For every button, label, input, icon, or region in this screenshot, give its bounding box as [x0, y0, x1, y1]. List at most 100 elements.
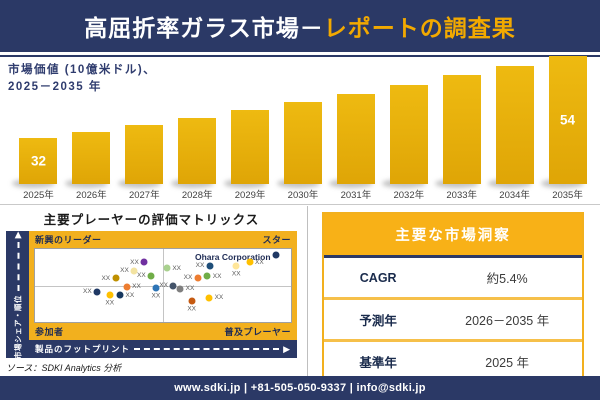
- matrix-point-dot: [116, 291, 124, 299]
- matrix-point: XX: [137, 272, 155, 280]
- matrix-y-axis-label: 市場シェア・順位 ▶: [12, 231, 23, 359]
- highlighted-company-label: Ohara Corporation: [194, 251, 271, 262]
- matrix-point-label: XX: [101, 274, 111, 282]
- bar-2033年: [442, 75, 481, 184]
- bar-2034年: [495, 65, 534, 184]
- matrix-point-dot: [106, 291, 114, 299]
- page-title-accent: レポートの調査果: [323, 15, 516, 41]
- insights-table: 主要な市場洞察 CAGR 約5.4% 予測年 2026－2035 年 基準年 2…: [322, 212, 584, 383]
- table-row: 予測年 2026－2035 年: [324, 297, 582, 339]
- header-bar: 高屈折率ガラス市場－ レポートの調査果: [0, 0, 600, 52]
- bar-value-label: 54: [560, 112, 576, 128]
- insights-table-header: 主要な市場洞察: [324, 214, 582, 258]
- matrix-point-label: XX: [105, 299, 115, 307]
- matrix-point-label: XX: [172, 264, 181, 272]
- bar-value-label: 32: [30, 153, 46, 169]
- table-row: CAGR 約5.4%: [324, 258, 582, 297]
- matrix-point-dot: [93, 288, 101, 296]
- matrix-point-dot: [188, 297, 196, 305]
- bar-2026年: [72, 131, 111, 184]
- matrix-point-label: XX: [187, 305, 197, 313]
- matrix-x-axis: 製品のフットプリント ▶: [29, 340, 297, 358]
- bar-slot: [276, 56, 330, 188]
- page-title-primary: 高屈折率ガラス市場－: [84, 15, 324, 41]
- matrix-point-dot: [205, 294, 213, 302]
- x-axis-tick-label: 2026年: [76, 190, 107, 201]
- matrix-point-dot: [232, 262, 240, 270]
- matrix-point-label: XX: [151, 292, 161, 300]
- matrix-plot: Ohara Corporation XX XX XX XX XX XX XX XX XX XX XX…: [34, 248, 292, 323]
- quadrant-label-emerging-leaders: 新興のリーダー: [35, 235, 102, 245]
- x-axis-tick-label: 2032年: [393, 190, 425, 201]
- matrix-point-dot: [123, 283, 131, 291]
- matrix-point: XX: [232, 262, 241, 278]
- matrix-point: XX: [246, 258, 264, 266]
- header-divider: [0, 55, 600, 57]
- bar-2030年: [283, 102, 322, 184]
- bar-slot: [488, 56, 541, 188]
- matrix-title: 主要プレーヤーの評価マトリックス: [43, 213, 260, 227]
- matrix: 市場シェア・順位 ▶ 新興のリーダー スター O: [6, 231, 297, 359]
- matrix-top-labels: 新興のリーダー スター: [34, 231, 292, 248]
- bar-2028年: [178, 117, 217, 184]
- bar-2031年: [336, 93, 375, 184]
- matrix-horizontal-gridline: [35, 285, 291, 287]
- y-axis-arrow-icon: ▶: [12, 230, 22, 238]
- quadrant-label-participants: 参加者: [35, 327, 64, 337]
- x-axis-arrow-icon: ▶: [283, 343, 291, 354]
- matrix-point-label: XX: [159, 282, 168, 290]
- bar-slot: [329, 56, 382, 188]
- bar-2027年: [125, 124, 164, 184]
- matrix-point-label: XX: [125, 291, 135, 299]
- quadrant-label-pervasive-players: 普及プレーヤー: [224, 327, 291, 337]
- matrix-point: XX: [163, 264, 181, 272]
- matrix-point: XX: [130, 258, 148, 266]
- matrix-point-dot: [176, 285, 184, 293]
- x-axis-tick-label: 2034年: [499, 190, 530, 201]
- x-axis-tick-label: 2031年: [340, 190, 372, 201]
- y-axis-dashed-line: [16, 241, 19, 291]
- bar-2035年: 54: [548, 56, 587, 184]
- bar-slot: [170, 56, 224, 188]
- matrix-body: 新興のリーダー スター Ohara Corporation XX XX XX XX XX…: [29, 231, 297, 358]
- insight-value-base-year: 2025 年: [485, 356, 530, 370]
- market-value-bar-chart: 市場価値 (10億米ドル)、 2025－2035 年 32 54 2025年 202…: [0, 56, 600, 205]
- bar-2025年: 32: [19, 138, 58, 184]
- matrix-point: XX: [83, 288, 101, 296]
- matrix-point: XX: [205, 294, 223, 302]
- matrix-point-dot: [206, 262, 214, 270]
- bar-slot: [435, 56, 488, 188]
- matrix-point: XX: [120, 267, 138, 275]
- source-note: ソース：SDKI Analytics 分析: [6, 363, 122, 373]
- x-axis-tick-label: 2033年: [446, 190, 478, 201]
- bar-slot: [223, 56, 277, 188]
- matrix-point: XX: [176, 285, 194, 293]
- matrix-point-label: XX: [212, 272, 222, 280]
- bar-2032年: [389, 84, 428, 184]
- player-matrix-panel: 主要プレーヤーの評価マトリックス 市場シェア・順位 ▶ 新興のリーダー スター: [0, 206, 308, 376]
- bar-slot: [64, 56, 118, 188]
- matrix-frame: 新興のリーダー スター Ohara Corporation XX XX XX XX XX…: [29, 231, 297, 340]
- matrix-point: XX: [184, 274, 202, 282]
- x-axis-tick-label: 2035年: [552, 190, 583, 201]
- matrix-point: XX: [159, 282, 177, 290]
- x-axis-dashed-line: [134, 348, 280, 350]
- matrix-point-label: XX: [130, 258, 139, 266]
- matrix-point-dot: [152, 284, 160, 292]
- bar-slot: 54: [541, 56, 594, 188]
- matrix-point-label: XX: [255, 258, 264, 266]
- matrix-point: XX: [187, 297, 196, 312]
- matrix-bottom-labels: 参加者 普及プレーヤー: [34, 323, 292, 340]
- x-axis-tick-label: 2029年: [234, 190, 266, 201]
- matrix-point-label: XX: [185, 285, 195, 293]
- matrix-point-label: XX: [83, 288, 92, 296]
- y-axis-text: 市場シェア・順位: [13, 294, 22, 359]
- quadrant-label-star: スター: [262, 235, 291, 245]
- matrix-point-dot: [203, 272, 211, 280]
- bar-slot: [382, 56, 435, 188]
- matrix-point: XX: [101, 274, 120, 282]
- chart-title-line2: 2025－2035 年: [8, 80, 102, 93]
- matrix-point-label: XX: [137, 272, 146, 280]
- matrix-point-dot: [130, 267, 138, 275]
